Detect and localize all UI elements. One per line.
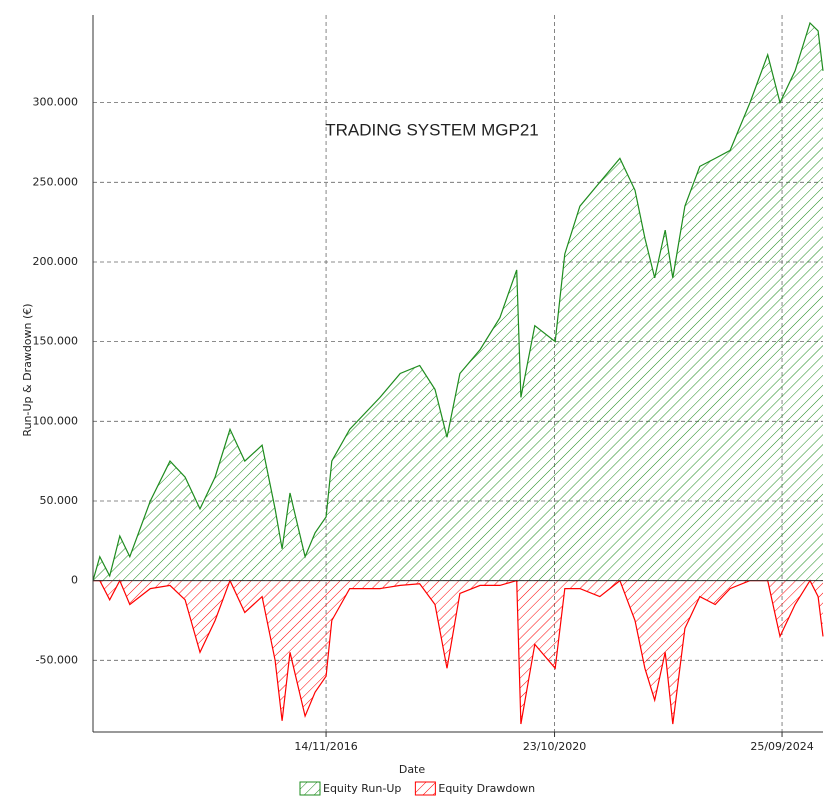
area-fill [93,23,823,581]
y-tick-label: 150.000 [33,335,79,348]
area-fill [93,580,823,724]
x-tick-label: 25/09/2024 [750,740,813,753]
chart-title: TRADING SYSTEM MGP21 [325,120,538,139]
legend-label: Equity Drawdown [438,782,535,795]
legend-swatch [299,781,321,796]
y-tick-label: 0 [71,574,78,587]
y-tick-label: -50.000 [36,653,78,666]
y-tick-label: 200.000 [33,255,79,268]
series-line [92,21,824,581]
y-axis-title: Run-Up & Drawdown (€) [21,303,34,436]
series-line [93,579,824,725]
y-tick-label: 50.000 [40,494,79,507]
legend-label: Equity Run-Up [323,782,401,795]
y-tick-label: 250.000 [33,175,79,188]
x-tick-label: 23/10/2020 [523,740,586,753]
y-tick-label: 100.000 [33,414,79,427]
x-tick-label: 14/11/2016 [294,740,357,753]
x-axis-title: Date [399,763,426,776]
y-tick-label: 300.000 [33,96,79,109]
legend-swatch [414,781,436,796]
